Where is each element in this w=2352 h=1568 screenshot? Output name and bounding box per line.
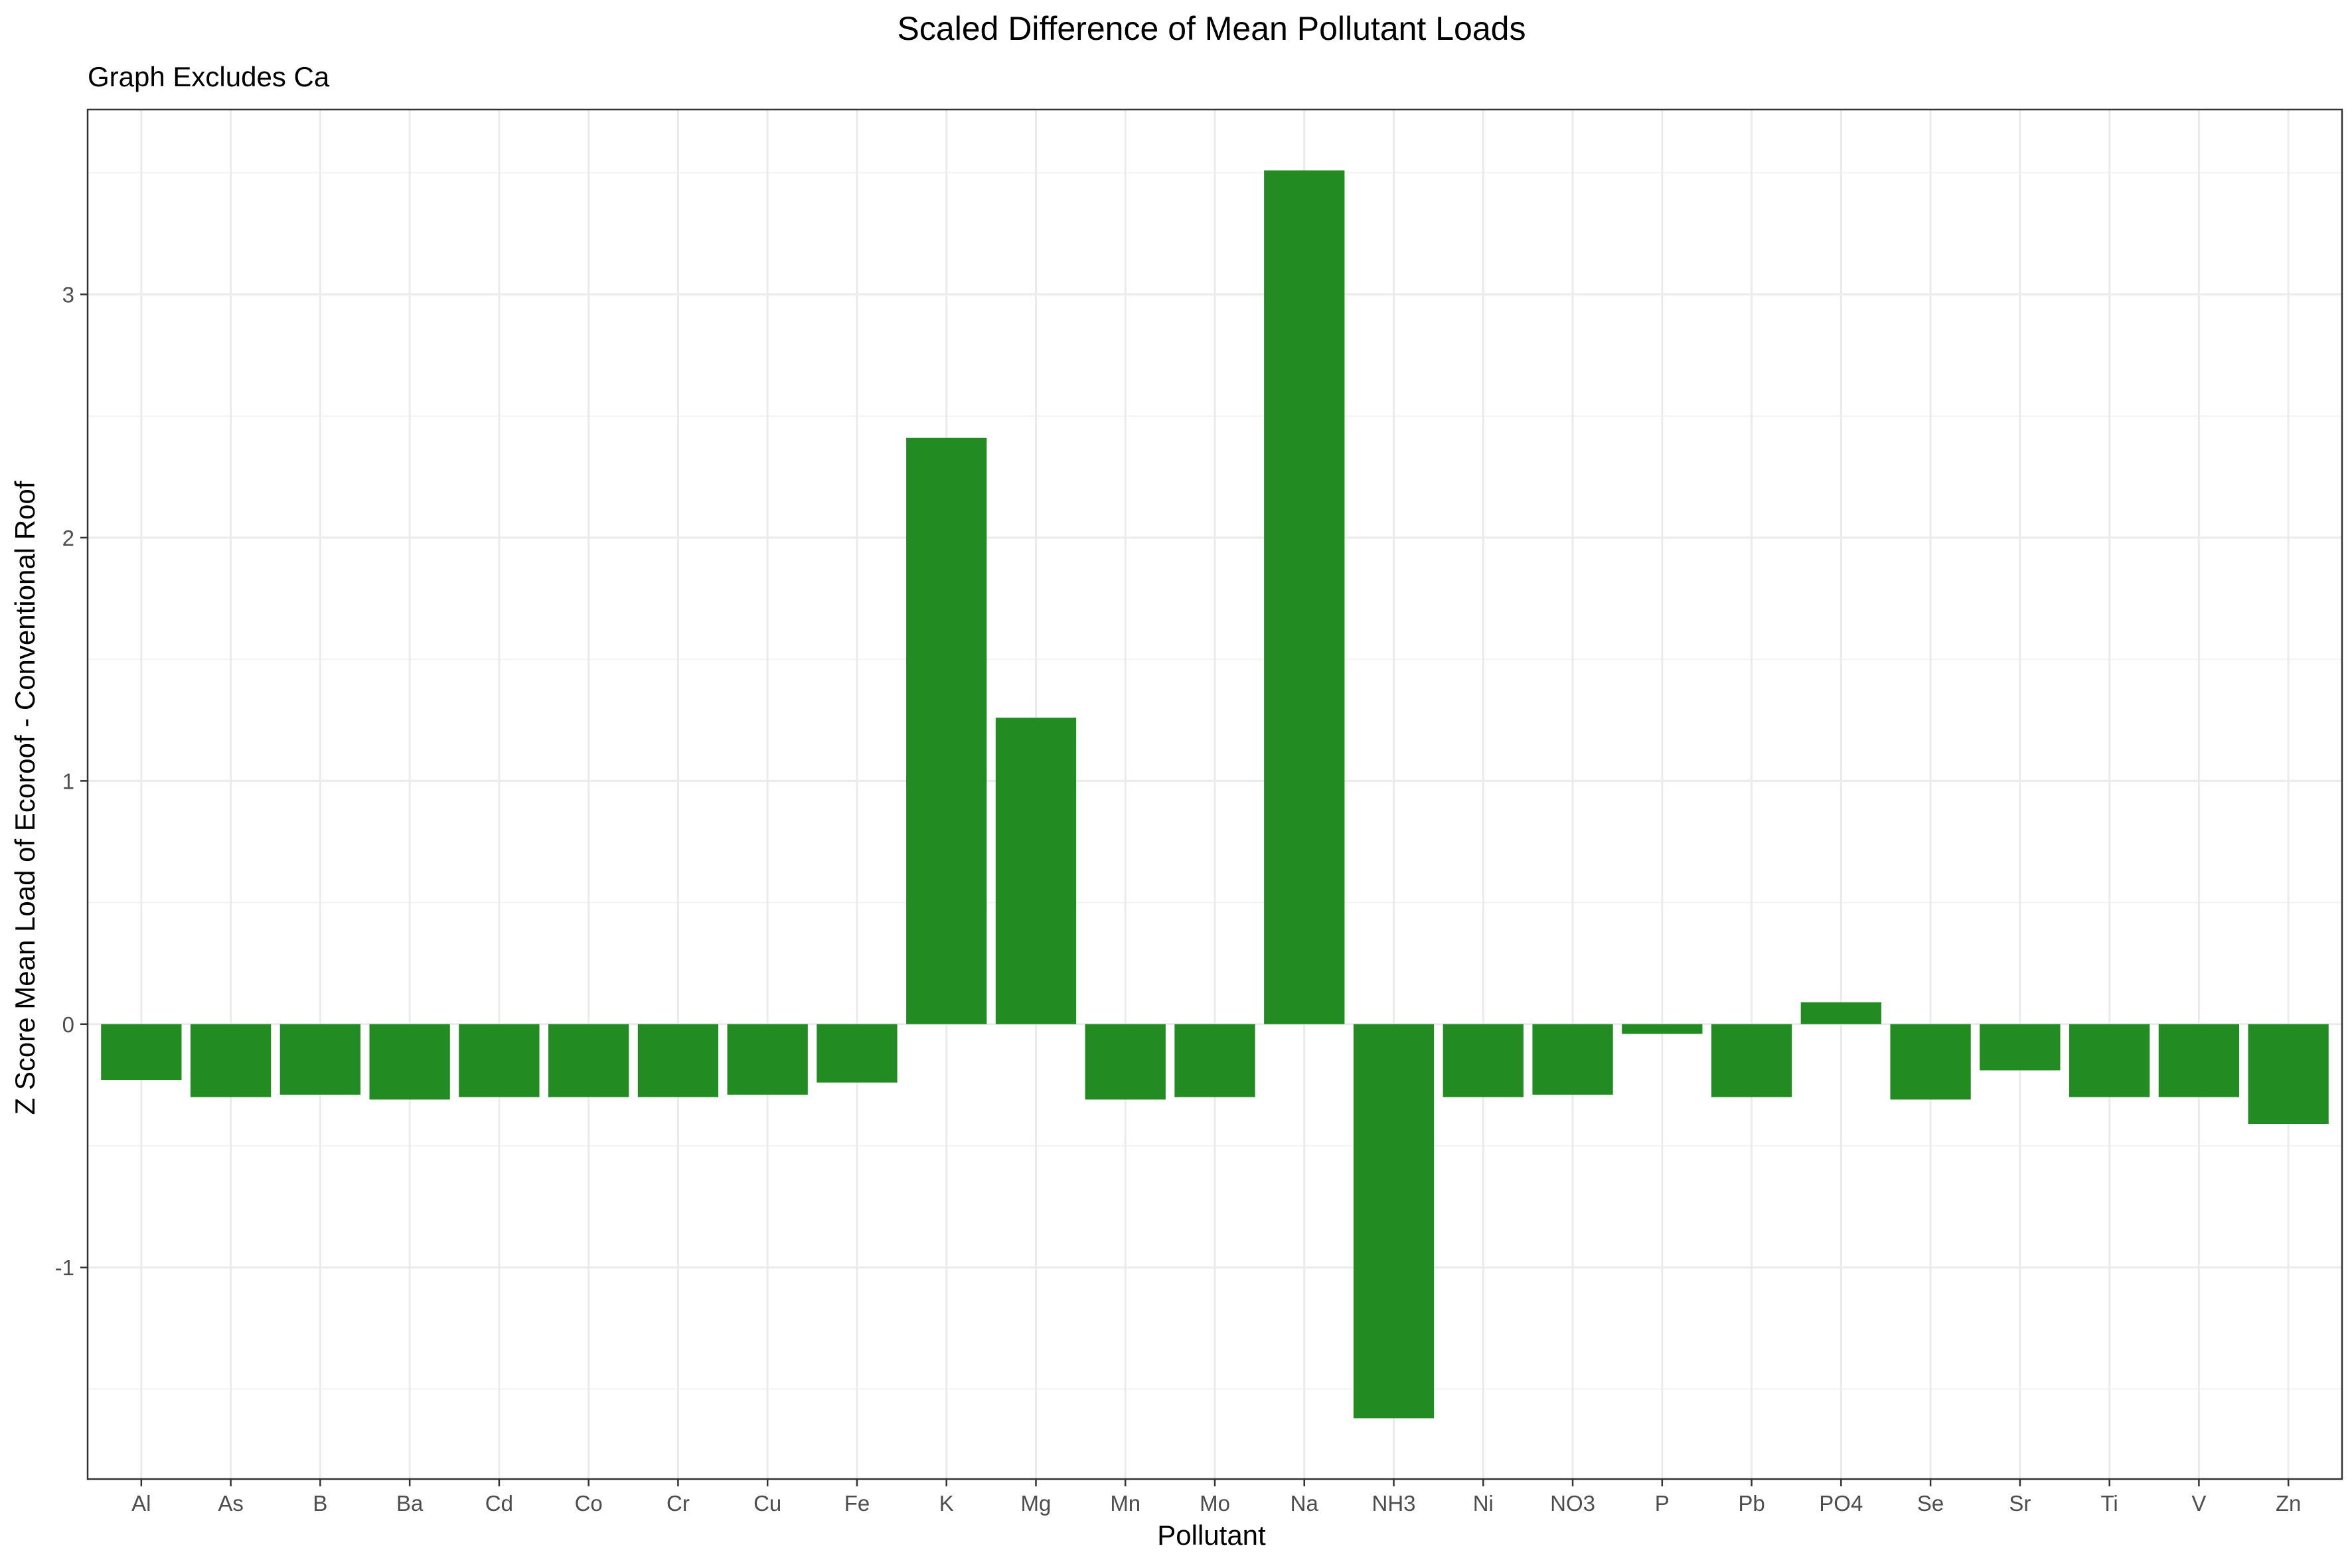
bar-b — [279, 1024, 361, 1095]
x-tick-label: Cr — [666, 1491, 690, 1516]
x-tick-label: NO3 — [1550, 1491, 1595, 1516]
bar-mg — [995, 718, 1077, 1024]
x-tick-label: K — [939, 1491, 954, 1516]
chart-title: Scaled Difference of Mean Pollutant Load… — [898, 10, 1526, 47]
bar-co — [548, 1024, 629, 1097]
bar-ba — [369, 1024, 450, 1100]
bar-cr — [637, 1024, 719, 1097]
bar-mo — [1174, 1024, 1255, 1097]
bar-pb — [1711, 1024, 1792, 1097]
axis-ticks: -1 0 1 2 3 Al As B Ba Cd Co Cr Cu Fe K Mg Mn Mo Na NH3 Ni NO3… — [55, 282, 2302, 1516]
x-axis-title: Pollutant — [1157, 1520, 1266, 1551]
x-tick-label: Cu — [753, 1491, 781, 1516]
y-tick-label: -1 — [55, 1255, 74, 1280]
x-tick-label: Ti — [2100, 1491, 2118, 1516]
bar-sr — [1980, 1024, 2061, 1071]
y-tick-label: 2 — [62, 526, 74, 550]
bar-al — [101, 1024, 182, 1081]
bar-mn — [1085, 1024, 1166, 1100]
bar-ti — [2069, 1024, 2150, 1097]
x-tick-label: Se — [1917, 1491, 1944, 1516]
x-tick-label: Mn — [1110, 1491, 1140, 1516]
bar-po4 — [1800, 1002, 1881, 1024]
x-tick-label: Co — [575, 1491, 603, 1516]
y-tick-label: 0 — [62, 1012, 74, 1037]
x-tick-label: V — [2191, 1491, 2206, 1516]
x-tick-label: Ni — [1473, 1491, 1494, 1516]
y-axis-title: Z Score Mean Load of Ecoroof - Conventio… — [9, 481, 40, 1115]
bar-nh3 — [1353, 1024, 1435, 1419]
x-tick-label: Al — [131, 1491, 151, 1516]
y-tick-label: 1 — [62, 769, 74, 793]
x-tick-label: Pb — [1738, 1491, 1764, 1516]
bar-k — [906, 437, 987, 1024]
x-tick-label: PO4 — [1819, 1491, 1863, 1516]
y-tick-label: 3 — [62, 282, 74, 307]
x-tick-label: Ba — [396, 1491, 424, 1516]
bar-v — [2158, 1024, 2240, 1097]
bar-cd — [459, 1024, 540, 1097]
bar-se — [1890, 1024, 1971, 1100]
x-tick-label: Cd — [485, 1491, 513, 1516]
x-tick-label: Zn — [2276, 1491, 2302, 1516]
bar-ni — [1443, 1024, 1524, 1097]
bar-fe — [817, 1024, 898, 1083]
bar-p — [1622, 1024, 1703, 1034]
x-tick-label: P — [1655, 1491, 1670, 1516]
x-tick-label: Sr — [2009, 1491, 2031, 1516]
bar-no3 — [1532, 1024, 1613, 1095]
x-tick-label: Mo — [1200, 1491, 1230, 1516]
bar-zn — [2248, 1024, 2329, 1125]
x-tick-label: Fe — [844, 1491, 870, 1516]
bar-na — [1264, 170, 1345, 1024]
x-tick-label: As — [218, 1491, 244, 1516]
bars — [101, 170, 2329, 1419]
chart-subtitle: Graph Excludes Ca — [88, 61, 330, 92]
x-tick-label: Na — [1291, 1491, 1319, 1516]
x-tick-label: Mg — [1021, 1491, 1052, 1516]
bar-cu — [727, 1024, 808, 1095]
x-tick-label: NH3 — [1372, 1491, 1416, 1516]
bar-as — [190, 1024, 272, 1097]
grid-lines — [88, 110, 2342, 1479]
x-tick-label: B — [313, 1491, 327, 1516]
